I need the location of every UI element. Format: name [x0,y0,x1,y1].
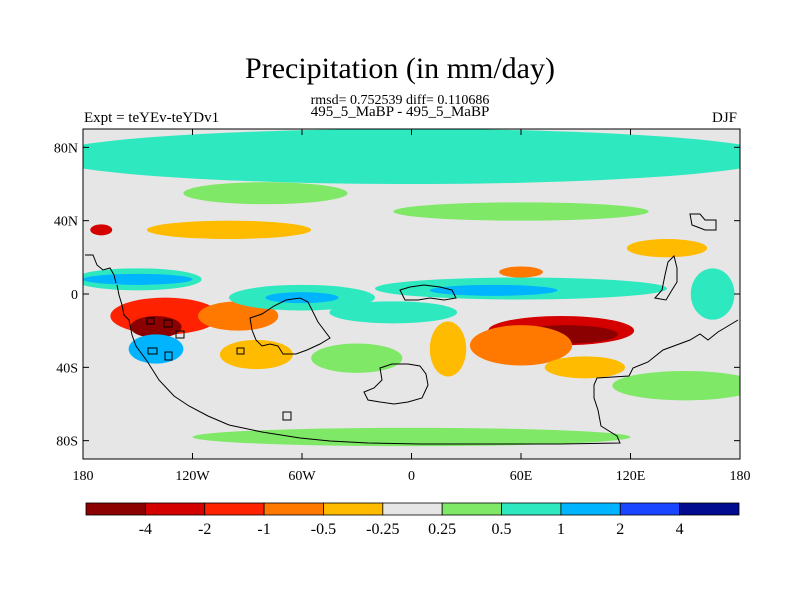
coastline-central-coast [236,297,331,355]
coastline-antarctic-peninsula [363,363,429,405]
y-tick-label-3: 40S [56,361,78,376]
coastline-islet [282,411,292,421]
colorbar-swatch-3 [263,502,324,516]
anomaly-field-7 [219,339,293,370]
anomaly-field-25 [183,182,348,205]
anomaly-field-3 [544,356,626,379]
colorbar-swatch-8 [560,502,621,516]
colorbar-swatch-9 [619,502,681,516]
anomaly-field-17 [83,273,193,285]
colorbar-label-1: -2 [198,521,211,538]
anomaly-field-24 [311,343,403,373]
anomaly-field-5 [130,316,182,338]
map-title: Precipitation (in mm/day) [245,52,555,85]
x-tick-label-6: 180 [730,469,751,484]
colorbar-label-5: 0.25 [428,521,456,538]
anomaly-field-23 [128,334,184,364]
colorbar-swatch-2 [204,502,265,516]
rmsd-diff-stats: rmsd= 0.752539 diff= 0.110686 [310,93,490,108]
x-tick-label-0: 180 [73,469,94,484]
coastline-africa-north [399,284,457,301]
coastline-north-pacific [689,213,717,231]
x-tick-label-4: 60E [510,469,533,484]
colorbar-label-4: -0.25 [366,521,399,538]
x-tick-label-2: 60W [288,469,316,484]
colorbar-swatch-10 [679,502,740,516]
anomaly-field-8 [90,224,113,236]
anomaly-field-6 [197,301,279,331]
colorbar-swatch-0 [85,502,146,516]
coastline-layer [85,213,739,445]
colorbar-label-6: 0.5 [492,521,512,538]
anomaly-field-22 [329,301,458,324]
anomaly-field-27 [612,371,740,401]
y-tick-label-4: 80S [56,435,78,450]
coastline-south-america [116,284,739,445]
anomaly-field-28 [690,268,735,320]
x-tick-label-1: 120W [175,469,210,484]
y-tick-label-1: 40N [54,215,78,230]
colorbar-label-3: -0.5 [311,521,336,538]
anomaly-field-15 [192,427,631,447]
season-label: DJF [711,110,737,126]
case-label: 495_5_MaBP - 495_5_MaBP [310,104,490,120]
anomaly-field-21 [429,284,558,296]
anomaly-field-9 [146,220,312,239]
colorbar-swatch-5 [382,502,443,516]
experiment-label: Expt = teYEv-teYDv1 [84,110,220,126]
coastline-pacific-islands [146,317,185,361]
anomaly-field-26 [393,202,649,221]
anomaly-field-14 [83,129,740,184]
x-tick-label-3: 0 [408,469,415,484]
colorbar-swatch-7 [501,502,562,516]
coastline-west [85,254,117,284]
colorbar-swatch-6 [441,502,502,516]
anomaly-field-11 [499,266,543,278]
colorbar-swatch-1 [144,502,206,516]
y-tick-label-2: 0 [71,288,78,303]
coastline-maritime [654,255,678,301]
colorbar-label-0: -4 [139,521,152,538]
colorbar: -4 -2 -1 -0.5 -0.25 0.25 0.5 1 2 4 [85,502,740,538]
colorbar-swatch-4 [323,502,384,516]
colorbar-label-2: -1 [257,521,270,538]
colorbar-label-7: 1 [557,521,565,538]
anomaly-field-2 [469,325,573,366]
anomaly-field-13 [429,321,467,377]
anomaly-field-layer [83,129,740,447]
y-tick-label-0: 80N [54,141,78,156]
colorbar-label-8: 2 [616,521,624,538]
x-tick-label-5: 120E [616,469,646,484]
anomaly-field-12 [626,239,708,258]
axes-layer: 180 120W 60W 0 60E 120E 180 80N 40N 0 40S 80S [54,129,751,484]
anomaly-field-19 [265,292,339,304]
colorbar-label-9: 4 [676,521,684,538]
